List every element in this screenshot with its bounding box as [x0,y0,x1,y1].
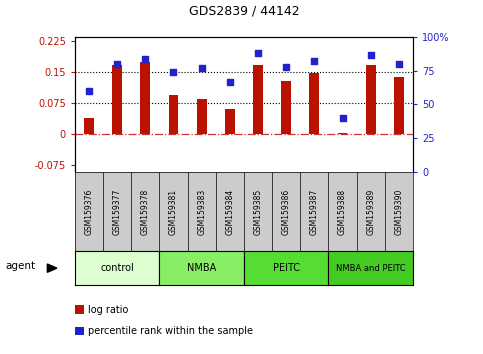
Text: GDS2839 / 44142: GDS2839 / 44142 [188,5,299,18]
Text: control: control [100,263,134,273]
Text: GSM159389: GSM159389 [366,188,375,235]
Text: log ratio: log ratio [88,305,129,315]
Bar [366,65,376,135]
Point [311,58,318,64]
Bar [84,118,94,135]
Point [170,69,177,75]
Text: GSM159381: GSM159381 [169,188,178,235]
Bar [310,73,319,135]
Text: GSM159390: GSM159390 [395,188,403,235]
Point [142,56,149,62]
Point [226,79,234,84]
Bar [141,62,150,135]
Point [395,61,403,67]
Text: GSM159376: GSM159376 [85,188,93,235]
Point [198,65,206,71]
Text: NMBA: NMBA [187,263,216,273]
Text: GSM159384: GSM159384 [226,188,234,235]
Bar [169,95,178,135]
Text: agent: agent [6,261,36,272]
Text: GSM159388: GSM159388 [338,188,347,235]
Bar [253,65,263,135]
Text: NMBA and PEITC: NMBA and PEITC [336,264,406,273]
Point [282,64,290,70]
Text: GSM159377: GSM159377 [113,188,122,235]
Text: GSM159386: GSM159386 [282,188,291,235]
Text: percentile rank within the sample: percentile rank within the sample [88,326,254,336]
Bar [197,99,207,135]
Point [113,61,121,67]
Bar [225,109,235,135]
Point [367,52,375,57]
Text: GSM159385: GSM159385 [254,188,262,235]
Bar [394,77,404,135]
Point [339,115,346,121]
Text: GSM159387: GSM159387 [310,188,319,235]
Text: GSM159383: GSM159383 [197,188,206,235]
Bar [338,133,347,135]
Point [254,51,262,56]
Text: PEITC: PEITC [273,263,299,273]
Text: GSM159378: GSM159378 [141,188,150,235]
Bar [281,81,291,135]
Bar [112,65,122,135]
Point [85,88,93,94]
